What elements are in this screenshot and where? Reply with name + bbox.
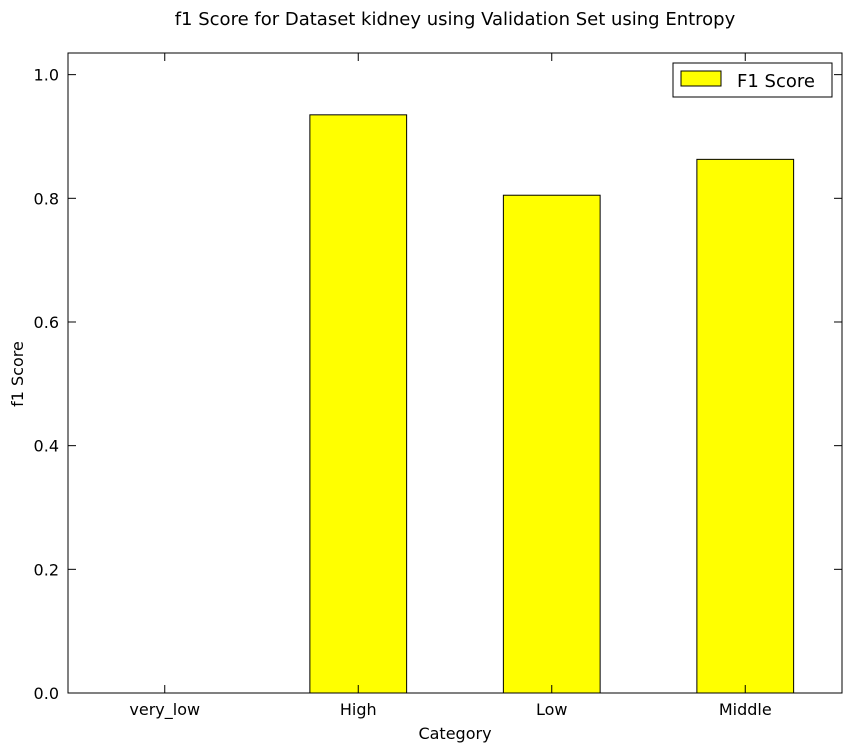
y-tick-label: 0.4 xyxy=(34,437,59,456)
x-axis-label: Category xyxy=(418,724,491,743)
x-tick-label: High xyxy=(340,700,377,719)
chart-title: f1 Score for Dataset kidney using Valida… xyxy=(175,9,736,30)
plot-frame xyxy=(67,52,843,694)
bar-Middle xyxy=(696,158,795,694)
legend-label: F1 Score xyxy=(737,71,815,92)
y-axis-label: f1 Score xyxy=(8,341,27,407)
x-tick-label: Middle xyxy=(719,700,772,719)
y-tick-label: 0.2 xyxy=(34,560,59,579)
x-tick-label: very_low xyxy=(129,700,200,720)
bar-Low xyxy=(502,194,601,694)
x-tick-label: Low xyxy=(536,700,568,719)
bars-group xyxy=(309,114,795,694)
legend-swatch xyxy=(680,70,722,87)
y-tick-label: 0.8 xyxy=(34,189,59,208)
y-tick-label: 0.0 xyxy=(34,684,59,703)
bar-High xyxy=(309,114,408,694)
ticks-group: very_low High Low Middle 0.0 0.2 0.4 0.6 0.8 1.0 xyxy=(34,53,842,720)
y-tick-label: 0.6 xyxy=(34,313,59,332)
y-tick-label: 1.0 xyxy=(34,66,59,85)
legend: F1 Score xyxy=(672,62,833,98)
